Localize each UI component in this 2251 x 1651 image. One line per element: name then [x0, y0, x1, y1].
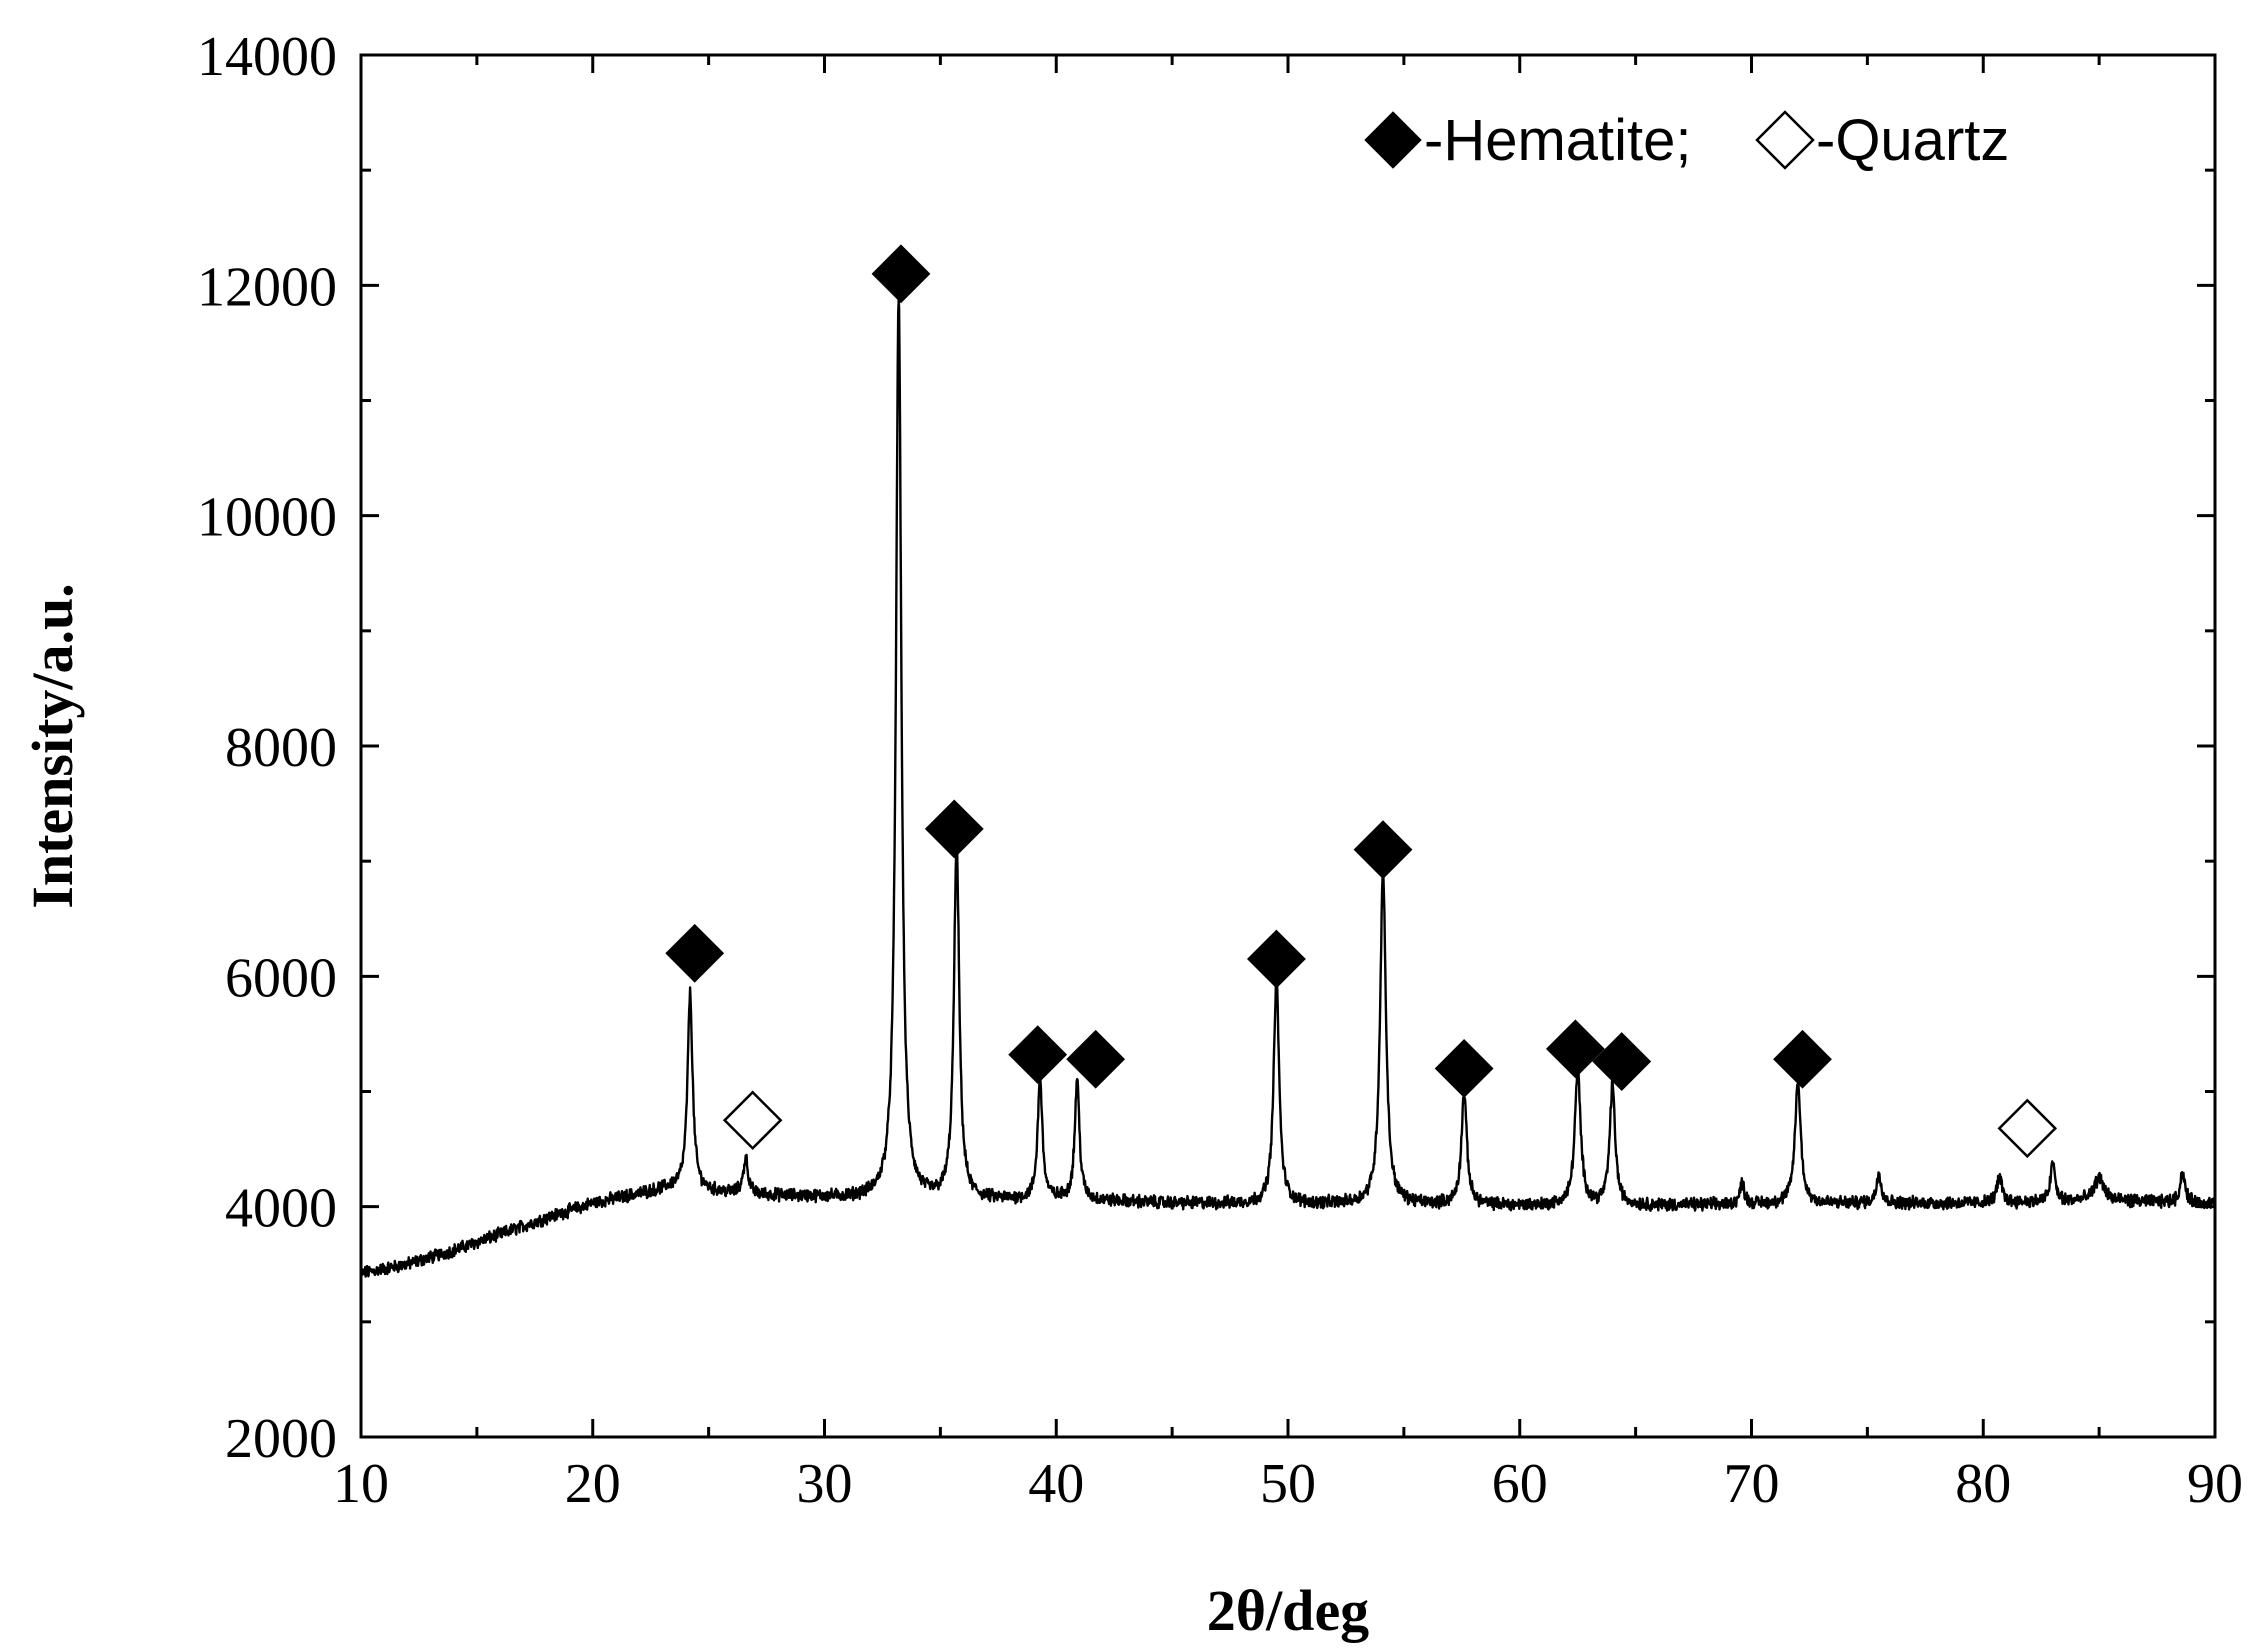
phase-markers: [665, 244, 2058, 1159]
x-axis-title: 2θ/deg: [1207, 1578, 1369, 1643]
hematite-marker: [1434, 1039, 1494, 1098]
legend-quartz-label: -Quartz: [1816, 108, 2009, 173]
x-tick-label: 80: [1955, 1453, 2011, 1515]
quartz-marker: [1997, 1098, 2058, 1159]
x-tick-label: 70: [1724, 1453, 1780, 1515]
y-tick-label: 2000: [225, 1408, 337, 1470]
hematite-marker: [1353, 820, 1413, 880]
legend-hematite-marker: [1364, 111, 1422, 169]
x-tick-label: 40: [1028, 1453, 1084, 1515]
hematite-marker: [924, 799, 984, 859]
y-axis-title: Intensity/a.u.: [20, 583, 85, 909]
y-tick-labels: 2000 4000 6000 8000 10000 12000 14000: [197, 26, 337, 1470]
legend-hematite-label: -Hematite;: [1424, 108, 1692, 173]
x-tick-label: 60: [1492, 1453, 1548, 1515]
hematite-marker: [1773, 1029, 1832, 1089]
hematite-marker: [1066, 1029, 1126, 1089]
quartz-marker: [722, 1090, 783, 1151]
ticks: [359, 53, 2217, 1439]
hematite-marker: [665, 923, 725, 983]
hematite-marker: [1545, 1019, 1605, 1079]
xrd-pattern-line: [359, 298, 2217, 1278]
y-tick-label: 12000: [197, 256, 337, 318]
y-tick-label: 10000: [197, 487, 337, 549]
x-tick-label: 30: [797, 1453, 853, 1515]
y-tick-label: 8000: [225, 717, 337, 779]
plot-frame: [359, 53, 2217, 1439]
y-tick-label: 6000: [225, 947, 337, 1009]
x-tick-label: 90: [2187, 1453, 2243, 1515]
x-tick-label: 50: [1260, 1453, 1316, 1515]
y-tick-label: 14000: [197, 26, 337, 88]
hematite-marker: [1246, 929, 1306, 989]
x-tick-labels: 10 20 30 40 50 60 70 80 90: [333, 1453, 2243, 1515]
x-tick-label: 10: [333, 1453, 389, 1515]
x-tick-label: 20: [565, 1453, 621, 1515]
legend: -Hematite; -Quartz: [1364, 108, 2009, 173]
hematite-marker: [871, 244, 931, 304]
y-tick-label: 4000: [225, 1178, 337, 1240]
hematite-marker: [1008, 1025, 1068, 1085]
plot-area: [359, 298, 2217, 1278]
hematite-marker: [1592, 1032, 1652, 1091]
axes: [359, 53, 2217, 1439]
legend-quartz-marker: [1755, 110, 1815, 170]
